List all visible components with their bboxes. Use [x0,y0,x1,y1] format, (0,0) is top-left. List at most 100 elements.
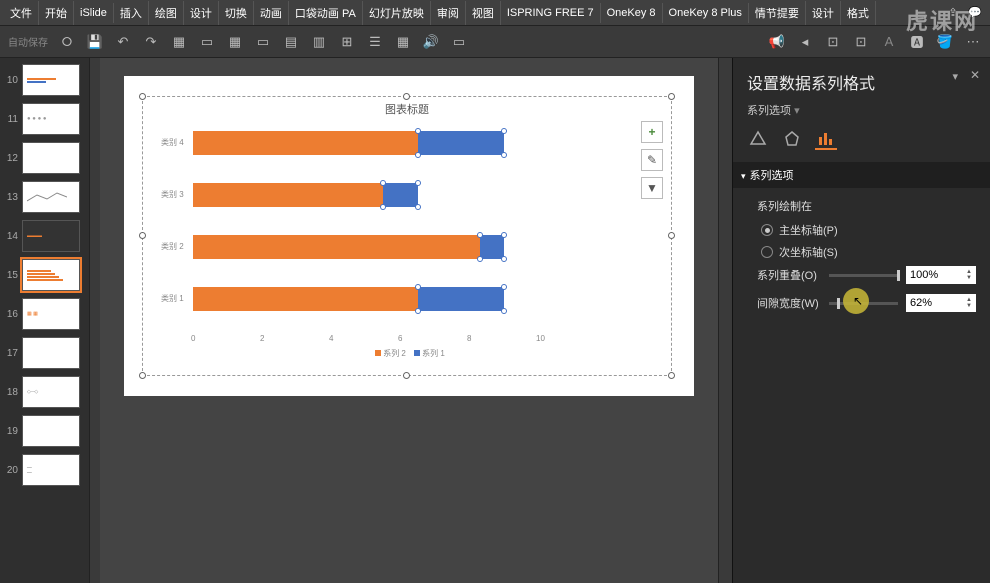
bar-group[interactable] [193,287,539,311]
menu-ispring[interactable]: ISPRING FREE 7 [501,3,601,23]
tool-icon[interactable]: ▭ [254,33,272,51]
chart-style-button[interactable]: ✎ [641,149,663,171]
slide-number: 16 [4,309,18,320]
panel-close-button[interactable]: ✕ [970,68,980,82]
slide-thumbnail[interactable]: 13 [0,179,89,215]
autosave-toggle[interactable]: ⭘ [58,33,76,51]
tool-icon[interactable]: ▭ [450,33,468,51]
quick-access-toolbar: 自动保存 ⭘ 💾 ↶ ↷ ▦ ▭ ▦ ▭ ▤ ▥ ⊞ ☰ ▦ 🔊 ▭ 📢 ◂ ⊡… [0,26,990,58]
autosave-label: 自动保存 [8,34,48,49]
tool-icon[interactable]: ▦ [394,33,412,51]
slide-thumbnail[interactable]: 14▬▬▬ [0,218,89,254]
gap-width-label: 间隙宽度(W) [757,295,821,311]
cursor-icon: ↖ [853,294,863,308]
chart-legend[interactable]: 系列 2 系列 1 [143,348,671,359]
slide-thumbnail[interactable]: 10 [0,62,89,98]
gap-width-value-input[interactable]: 62%▲▼ [906,294,976,312]
y-axis-label: 类别 3 [161,189,184,200]
bar-series2[interactable] [193,183,383,207]
slide-thumbnail[interactable]: 19 [0,413,89,449]
bar-series1[interactable] [418,131,505,155]
tool-icon[interactable]: ⊞ [338,33,356,51]
tool-icon[interactable]: ▤ [282,33,300,51]
undo-icon[interactable]: ↶ [114,33,132,51]
chart-add-element-button[interactable]: + [641,121,663,143]
chart-selection-box[interactable]: 图表标题 系列 2 系列 1 + ✎ ▼ 类别 4类别 3类别 2类别 1024… [142,96,672,376]
thumbnail-scrollbar[interactable] [90,58,100,583]
overlap-value-input[interactable]: 100%▲▼ [906,266,976,284]
save-icon[interactable]: 💾 [86,33,104,51]
tool-icon[interactable]: ▥ [310,33,328,51]
redo-icon[interactable]: ↷ [142,33,160,51]
slide-thumbnail[interactable]: 17 [0,335,89,371]
menu-animation[interactable]: 动画 [254,1,289,25]
menu-onekey8[interactable]: OneKey 8 [601,3,663,23]
menu-onekey8plus[interactable]: OneKey 8 Plus [663,3,749,23]
chart-title[interactable]: 图表标题 [143,97,671,119]
menu-design2[interactable]: 设计 [806,1,841,25]
speaker-icon[interactable]: 📢 [768,33,786,51]
slide-thumbnail[interactable]: 16▦ ▦ [0,296,89,332]
radio-icon [761,224,773,236]
series-options-icon[interactable] [815,128,837,150]
bar-series2[interactable] [193,287,418,311]
bar-series1[interactable] [418,287,505,311]
slide-thumbnail[interactable]: 12 [0,140,89,176]
slide-number: 19 [4,426,18,437]
x-axis-label: 2 [260,334,264,343]
tool-icon[interactable]: ⊡ [824,33,842,51]
bar-group[interactable] [193,183,539,207]
tool-icon[interactable]: ▭ [198,33,216,51]
chart-plot-area[interactable] [193,119,539,329]
y-axis-label: 类别 2 [161,241,184,252]
slide-number: 15 [4,270,18,281]
bar-group[interactable] [193,131,539,155]
tool-icon[interactable]: ⊡ [852,33,870,51]
effects-icon[interactable] [781,128,803,150]
panel-subtitle[interactable]: 系列选项 [747,105,791,117]
canvas-scrollbar[interactable] [718,58,732,583]
menu-home[interactable]: 开始 [39,1,74,25]
bar-series1[interactable] [383,183,418,207]
bar-series1[interactable] [480,235,504,259]
menu-slideshow[interactable]: 幻灯片放映 [363,1,431,25]
menu-file[interactable]: 文件 [4,1,39,25]
tool-icon[interactable]: ☰ [366,33,384,51]
slide-thumbnail[interactable]: 15 [0,257,89,293]
slide[interactable]: 图表标题 系列 2 系列 1 + ✎ ▼ 类别 4类别 3类别 2类别 1024… [124,76,694,396]
menu-view[interactable]: 视图 [466,1,501,25]
menu-storyboard[interactable]: 情节提要 [749,1,806,25]
menu-islide[interactable]: iSlide [74,3,114,23]
slide-number: 17 [4,348,18,359]
menu-format[interactable]: 格式 [841,1,876,25]
radio-secondary-axis[interactable]: 次坐标轴(S) [761,244,976,260]
slide-number: 12 [4,153,18,164]
chart-filter-button[interactable]: ▼ [641,177,663,199]
slide-thumbnail[interactable]: 11● ● ● ● [0,101,89,137]
watermark: 虎课网 [906,4,978,36]
overlap-label: 系列重叠(O) [757,267,821,283]
menu-draw[interactable]: 绘图 [149,1,184,25]
slide-thumbnail[interactable]: 20━━━━ [0,452,89,488]
slide-number: 13 [4,192,18,203]
menu-review[interactable]: 审阅 [431,1,466,25]
menu-pa[interactable]: 口袋动画 PA [289,1,363,25]
radio-primary-axis[interactable]: 主坐标轴(P) [761,222,976,238]
y-axis-label: 类别 4 [161,137,184,148]
bar-series2[interactable] [193,235,480,259]
fill-line-icon[interactable] [747,128,769,150]
bar-group[interactable] [193,235,539,259]
legend-item: 系列 1 [422,349,445,358]
section-series-options[interactable]: 系列选项 [733,162,990,188]
menu-insert[interactable]: 插入 [114,1,149,25]
panel-minimize-button[interactable]: ▾ [952,70,958,83]
overlap-slider[interactable] [829,274,898,277]
tool-icon[interactable]: 🔊 [422,33,440,51]
slide-thumbnail[interactable]: 18◇─◇ [0,374,89,410]
tool-icon[interactable]: ▦ [226,33,244,51]
menu-design[interactable]: 设计 [184,1,219,25]
chevron-down-icon[interactable]: ◂ [796,33,814,51]
menu-transition[interactable]: 切换 [219,1,254,25]
bar-series2[interactable] [193,131,418,155]
tool-icon[interactable]: ▦ [170,33,188,51]
